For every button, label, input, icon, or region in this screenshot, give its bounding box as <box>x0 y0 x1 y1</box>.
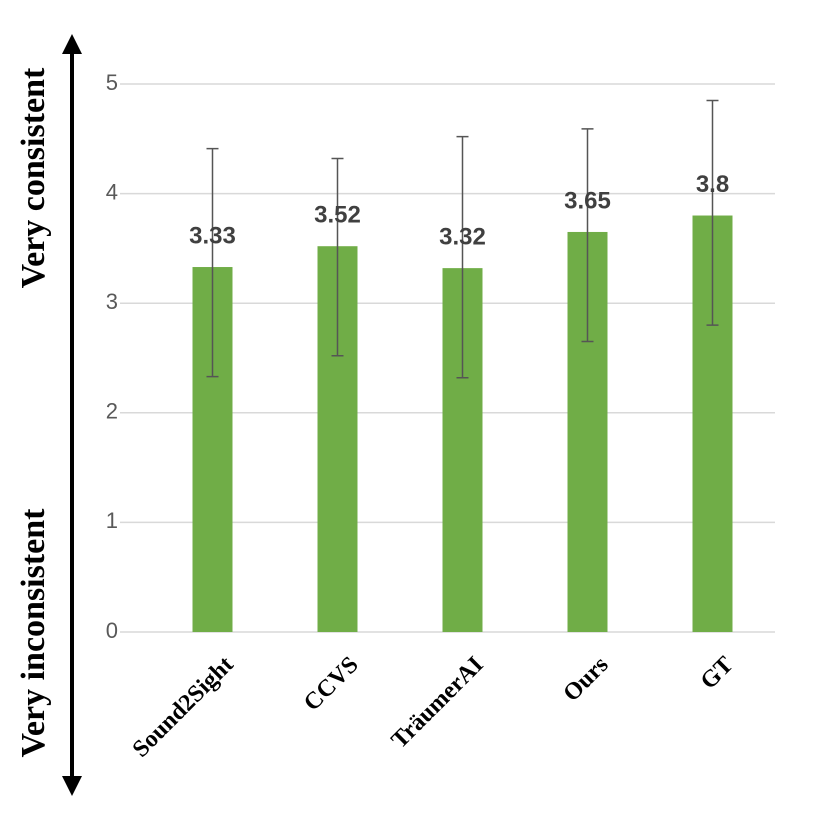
bottom-annotation: Very inconsistent <box>15 508 52 758</box>
x-tick-label: Sound2Sight <box>128 652 239 763</box>
y-tick-label: 5 <box>106 70 118 95</box>
x-tick-label: Ours <box>558 652 613 707</box>
y-tick-label: 4 <box>106 179 118 204</box>
error-bar <box>331 157 344 357</box>
error-bar <box>456 135 469 379</box>
y-tick-label: 2 <box>106 399 118 424</box>
x-tick-label: GT <box>696 652 739 695</box>
value-label: 3.33 <box>189 222 236 249</box>
y-tick-label: 3 <box>106 289 118 314</box>
value-label: 3.8 <box>696 171 729 198</box>
y-tick-label: 0 <box>106 618 118 643</box>
y-tick-label: 1 <box>106 508 118 533</box>
error-bar <box>206 147 219 378</box>
top-annotation: Very consistent <box>15 67 52 288</box>
error-bar <box>581 128 594 343</box>
value-label: 3.52 <box>314 202 361 229</box>
value-label: 3.32 <box>439 223 486 250</box>
x-tick-label: CCVS <box>299 652 364 717</box>
x-tick-label: TräumerAI <box>387 652 489 754</box>
value-label: 3.65 <box>564 187 611 214</box>
error-bar <box>706 99 719 326</box>
